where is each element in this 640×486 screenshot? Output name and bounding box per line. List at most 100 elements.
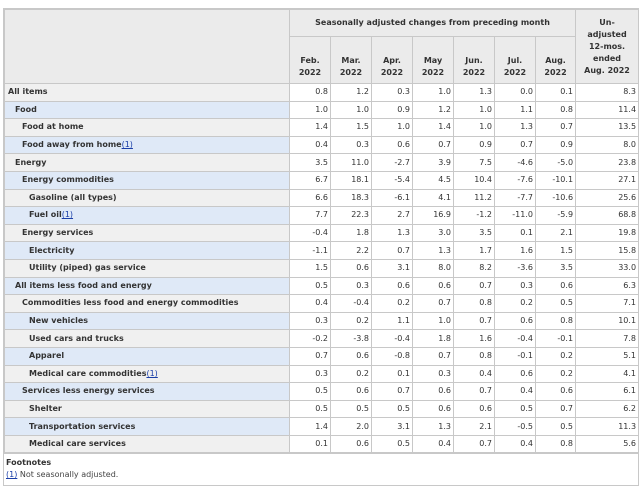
table-row: All items less food and energy 0.5 0.3 0.6 0… (4, 276, 640, 296)
monthly-change-cell: 0.5 (534, 417, 577, 436)
monthly-change-cell: 0.9 (534, 135, 577, 155)
monthly-change-cell: 0.2 (330, 364, 372, 384)
table-row: Medical care services 0.1 0.6 0.5 0.4 0.7 0.4 0… (4, 434, 640, 454)
footnote-link[interactable]: (1) (146, 368, 158, 378)
monthly-change-cell: 22.3 (330, 206, 372, 225)
month-header: Jul. 2022 (494, 36, 536, 84)
monthly-change-cell: 1.1 (494, 100, 536, 120)
monthly-change-cell: 1.5 (534, 241, 577, 260)
month-header: Feb. 2022 (289, 36, 331, 84)
row-label: Food at home (4, 118, 290, 137)
table-row: Apparel 0.7 0.6 -0.8 0.7 0.8 -0.1 0.2 5.1 (4, 346, 640, 366)
unadjusted-value-cell: 7.1 (575, 294, 640, 313)
row-label-text: Utility (piped) gas service (29, 263, 146, 273)
row-label-text: Food at home (22, 122, 84, 132)
monthly-change-cell: 0.2 (534, 346, 577, 366)
unadjusted-value-cell: 25.6 (575, 188, 640, 208)
monthly-change-cell: 10.4 (453, 170, 495, 190)
month-header-line: Mar. (341, 56, 361, 65)
monthly-change-cell: 0.7 (412, 294, 454, 313)
row-label: Apparel (4, 346, 290, 366)
monthly-change-cell: -0.4 (289, 223, 331, 243)
month-header-line: Apr. (383, 56, 401, 65)
unadjusted-header-line: 12-mos. (588, 41, 626, 51)
monthly-change-cell: 0.4 (494, 434, 536, 454)
monthly-change-cell: 1.3 (371, 223, 413, 243)
unadjusted-header-line: Aug. 2022 (584, 65, 630, 75)
monthly-change-cell: 3.5 (289, 153, 331, 172)
unadjusted-value-cell: 13.5 (575, 118, 640, 137)
footnote-link[interactable]: (1) (61, 210, 74, 220)
row-label: All items less food and energy (4, 276, 290, 296)
monthly-change-cell: 1.6 (453, 329, 495, 348)
monthly-change-cell: 1.8 (412, 329, 454, 348)
monthly-change-cell: 0.7 (371, 382, 413, 401)
row-label-text: Gasoline (all types) (29, 192, 117, 202)
month-header-line: 2022 (339, 68, 363, 77)
month-header-line: Jun. (465, 56, 483, 65)
unadjusted-value-cell: 6.1 (575, 382, 640, 401)
monthly-change-cell: 0.6 (371, 135, 413, 155)
unadjusted-header-line: Un- (599, 17, 615, 27)
row-label-text: Food away from home (22, 140, 122, 150)
monthly-change-cell: -1.2 (453, 206, 495, 225)
row-label: Medical care services (4, 434, 290, 454)
monthly-change-cell: 0.6 (453, 399, 495, 419)
row-label: Food (4, 100, 290, 120)
monthly-change-cell: 3.1 (371, 417, 413, 436)
monthly-change-cell: -5.4 (371, 170, 413, 190)
row-label-text: Transportation services (29, 421, 136, 431)
row-label: Transportation services (4, 417, 290, 436)
monthly-change-cell: 0.6 (534, 382, 577, 401)
unadjusted-value-cell: 15.8 (575, 241, 640, 260)
monthly-change-cell: 0.1 (534, 83, 577, 102)
monthly-change-cell: 7.7 (289, 206, 331, 225)
monthly-change-cell: -7.7 (494, 188, 536, 208)
month-header-line: 2022 (421, 68, 445, 77)
table-row: Services less energy services 0.5 0.6 0.7 0.… (4, 382, 640, 401)
row-label: Electricity (4, 241, 290, 260)
monthly-change-cell: 0.4 (289, 294, 331, 313)
monthly-change-cell: 0.5 (330, 399, 372, 419)
monthly-change-cell: 0.2 (534, 364, 577, 384)
row-label-text: Energy commodities (22, 175, 114, 185)
monthly-change-cell: 1.2 (412, 100, 454, 120)
monthly-change-cell: 0.3 (371, 83, 413, 102)
monthly-change-cell: 6.6 (289, 188, 331, 208)
monthly-change-cell: 0.4 (289, 135, 331, 155)
monthly-change-cell: -5.9 (534, 206, 577, 225)
monthly-change-cell: 2.7 (371, 206, 413, 225)
monthly-change-cell: 0.7 (289, 346, 331, 366)
row-label-text: Fuel oil (29, 210, 62, 220)
monthly-change-cell: 0.6 (534, 276, 577, 296)
monthly-change-cell: 1.0 (412, 83, 454, 102)
unadjusted-header-line: ended (593, 53, 622, 63)
monthly-change-cell: -0.1 (534, 329, 577, 348)
month-header: May 2022 (412, 36, 454, 84)
monthly-change-cell: -5.0 (534, 153, 577, 172)
footnote-link[interactable]: (1) (121, 140, 133, 150)
monthly-change-cell: -0.2 (289, 329, 331, 348)
monthly-change-cell: -0.1 (494, 346, 536, 366)
monthly-change-cell: 8.0 (412, 258, 454, 278)
row-label: New vehicles (4, 311, 290, 331)
month-header: Jun. 2022 (453, 36, 495, 84)
monthly-change-cell: 0.8 (289, 83, 331, 102)
footnote-link[interactable]: (1) (6, 470, 18, 480)
monthly-change-cell: 0.7 (453, 311, 495, 331)
row-label-text: Medical care commodities (29, 368, 147, 378)
monthly-change-cell: 1.6 (494, 241, 536, 260)
monthly-change-cell: 0.1 (289, 434, 331, 454)
unadjusted-value-cell: 7.8 (575, 329, 640, 348)
month-header-line: Aug. (545, 56, 566, 65)
row-label: Commodities less food and energy commodi… (4, 294, 290, 313)
unadjusted-value-cell: 11.4 (575, 100, 640, 120)
table-row: Fuel oil(1) 7.7 22.3 2.7 16.9 -1.2 -11.0 -5.9 68… (4, 206, 640, 225)
monthly-change-cell: 0.5 (289, 399, 331, 419)
monthly-change-cell: 1.5 (289, 258, 331, 278)
unadjusted-value-cell: 11.3 (575, 417, 640, 436)
monthly-change-cell: 1.4 (289, 118, 331, 137)
table-row: Energy commodities 6.7 18.1 -5.4 4.5 10.4 -7.6… (4, 170, 640, 190)
table-row: All items 0.8 1.2 0.3 1.0 1.3 0.0 0.1 8.3 (4, 83, 640, 102)
row-label-text: Food (15, 104, 37, 114)
